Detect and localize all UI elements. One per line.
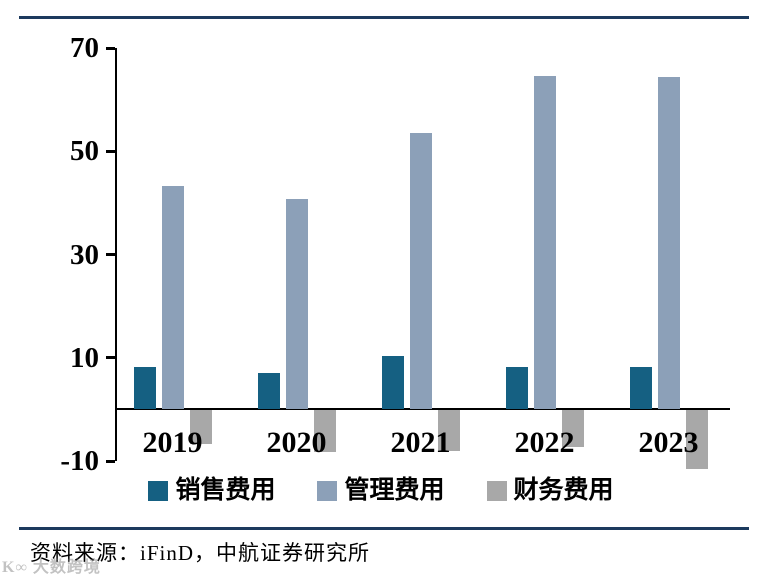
legend-item: 管理费用 [317,477,445,505]
legend-item: 销售费用 [148,477,275,505]
x-axis-label: 2020 [266,426,327,460]
x-axis-label: 2022 [514,426,575,460]
top-accent-rule [19,16,749,19]
bar [657,77,680,410]
legend-swatch [148,481,169,501]
bar [533,75,556,410]
x-axis-zero-line [115,408,730,411]
x-axis-label: 2023 [638,426,699,460]
y-axis-label: 10 [70,341,99,374]
legend-label: 财务费用 [513,477,614,504]
y-axis-label: -10 [60,445,99,477]
y-axis-tick [106,253,115,256]
source-attribution: 资料来源：iFinD，中航证券研究所 [30,541,371,565]
y-axis-label: 30 [70,238,99,271]
chart-legend: 销售费用 管理费用 财务费用 [0,477,762,505]
bar [313,410,336,453]
bar [437,410,460,452]
bar [409,133,432,410]
legend-label: 管理费用 [344,477,445,504]
bar [685,410,708,469]
bar [561,410,584,448]
y-axis-tick [106,149,115,153]
bar [285,198,308,410]
y-axis-label: 50 [70,135,99,168]
plot-area: 70 50 30 10 -10 2019 2020 2021 2022 2023 [60,32,730,477]
y-axis-label: 70 [70,32,99,64]
legend-swatch [486,481,507,501]
bar [629,367,652,410]
bar [505,366,528,410]
legend-item: 财务费用 [486,477,614,505]
bottom-accent-rule [19,527,749,530]
y-axis-tick [106,459,115,463]
watermark: K∞ 大数跨境 [2,559,101,576]
bar [257,372,280,410]
legend-label: 销售费用 [175,477,276,504]
x-axis-label: 2021 [390,426,451,460]
bar [133,367,156,410]
bar [161,186,184,410]
x-axis-label: 2019 [142,426,203,460]
y-axis-line [115,48,117,461]
y-axis-tick [106,46,115,50]
y-axis-tick [106,356,115,360]
bar [381,355,404,410]
legend-swatch [317,481,338,501]
bar [189,410,212,445]
